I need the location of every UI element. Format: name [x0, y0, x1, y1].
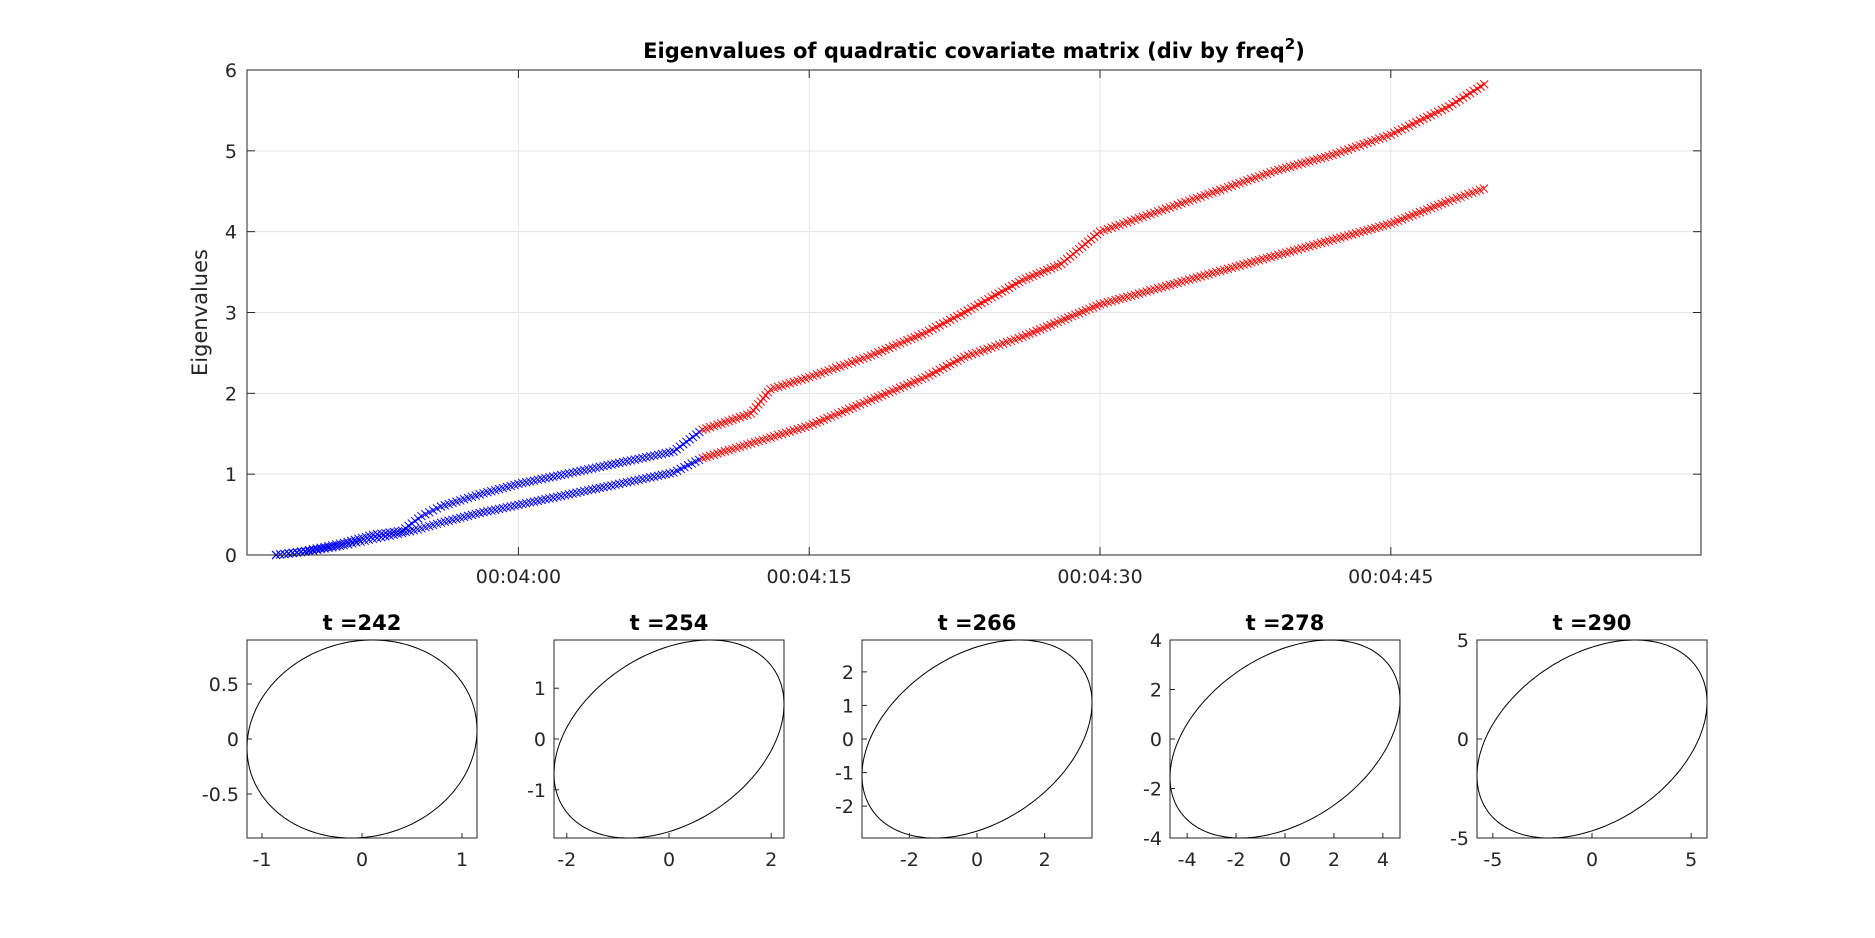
x-tick-label: 1 — [456, 849, 468, 871]
y-tick-label: -2 — [835, 796, 854, 818]
subplot-title: t =242 — [323, 611, 402, 635]
y-tick-label: -1 — [527, 780, 546, 802]
y-tick-label: 0 — [227, 729, 239, 751]
data-point — [327, 542, 337, 552]
y-tick-label: 5 — [225, 141, 237, 163]
data-point — [284, 549, 293, 558]
series-4 — [698, 184, 1489, 463]
chart-title-text: Eigenvalues of quadratic covariate matri… — [643, 39, 1285, 63]
data-point — [335, 541, 345, 551]
x-tick-label: 0 — [1586, 849, 1598, 871]
data-point — [308, 546, 318, 555]
y-tick-label: 1 — [534, 678, 546, 700]
y-tick-label: 0 — [1150, 729, 1162, 751]
y-tick-label: -1 — [835, 763, 854, 785]
ellipse-curve — [1169, 639, 1401, 839]
x-tick-label: -5 — [1483, 849, 1502, 871]
ellipse-curve — [1476, 639, 1708, 839]
data-point — [288, 548, 298, 558]
chart-title-superscript: 2 — [1285, 35, 1295, 53]
y-tick-label: 2 — [1150, 680, 1162, 702]
x-tick-label: 4 — [1377, 849, 1389, 871]
x-tick-label: 00:04:30 — [1057, 566, 1142, 588]
subplot-1: -1 0 1 -0.5 0 0.5 t =242 — [202, 611, 478, 871]
ellipse-curve — [861, 639, 1093, 839]
data-point — [331, 542, 341, 551]
data-point — [320, 544, 329, 553]
x-tick-label: -4 — [1178, 849, 1197, 871]
ellipse-curve — [246, 639, 478, 839]
data-point — [300, 547, 310, 557]
x-tick-label: 2 — [765, 849, 777, 871]
x-tick-label: 00:04:45 — [1348, 566, 1433, 588]
data-point — [280, 549, 289, 559]
data-point — [1479, 184, 1489, 193]
y-tick-label: 5 — [1457, 630, 1469, 652]
x-tick-label: 00:04:15 — [767, 566, 852, 588]
main-eigenvalue-chart: 00:04:00 00:04:15 00:04:30 00:04:45 0 1 2 3 4 5 6 E… — [188, 35, 1702, 588]
chart-title-end: ) — [1295, 39, 1305, 63]
y-axis-label: Eigenvalues — [188, 249, 212, 376]
y-tick-label: 4 — [1150, 630, 1162, 652]
data-point — [304, 546, 314, 556]
x-tick-label: 00:04:00 — [476, 566, 561, 588]
x-tick-label: 2 — [1039, 849, 1051, 871]
ellipse-curve — [553, 639, 785, 839]
x-tick-label: -2 — [1227, 849, 1246, 871]
x-tick-label: -2 — [557, 849, 576, 871]
y-tick-label: 2 — [842, 662, 854, 684]
subplot-title: t =254 — [630, 611, 709, 635]
y-tick-label: -0.5 — [202, 784, 239, 806]
x-tick-label: 0 — [971, 849, 983, 871]
y-tick-label: 1 — [225, 464, 237, 486]
data-point — [316, 544, 326, 554]
y-tick-label: 6 — [225, 60, 237, 82]
subplot-title: t =278 — [1246, 611, 1325, 635]
y-tick-label: -2 — [1143, 779, 1162, 801]
y-tick-label: 2 — [225, 383, 237, 405]
y-tick-label: 0 — [534, 729, 546, 751]
y-tick-label: 0.5 — [209, 674, 239, 696]
subplot-title: t =290 — [1553, 611, 1632, 635]
subplot-axes-box — [553, 639, 785, 839]
subplot-title: t =266 — [938, 611, 1017, 635]
series-2 — [271, 455, 704, 560]
y-tick-label: 0 — [225, 545, 237, 567]
x-tick-label: 0 — [1279, 849, 1291, 871]
x-tick-label: 5 — [1685, 849, 1697, 871]
x-tick-label: -2 — [900, 849, 919, 871]
chart-title: Eigenvalues of quadratic covariate matri… — [643, 35, 1305, 63]
subplot-axes-box — [246, 639, 478, 839]
y-tick-label: 4 — [225, 222, 237, 244]
subplot-2: -2 0 2 -1 0 1 t =254 — [527, 611, 785, 871]
subplot-axes-box — [1476, 639, 1708, 839]
y-tick-label: 3 — [225, 303, 237, 325]
ellipse-subplots: -1 0 1 -0.5 0 0.5 t =242 -2 0 2 -1 0 1 t =254 -2 0 2 -2 -1… — [202, 611, 1708, 871]
x-tick-label: -1 — [253, 849, 272, 871]
x-tick-label: 0 — [356, 849, 368, 871]
subplot-3: -2 0 2 -2 -1 0 1 2 t =266 — [835, 611, 1093, 871]
subplot-axes-box — [861, 639, 1093, 839]
y-tick-label: 1 — [842, 695, 854, 717]
x-tick-label: 2 — [1328, 849, 1340, 871]
data-point — [1479, 79, 1489, 89]
data-point — [312, 545, 322, 555]
subplot-axes-box — [1169, 639, 1401, 839]
subplot-4: -4 -2 0 2 4 -4 -2 0 2 4 t =278 — [1143, 611, 1401, 871]
series-3 — [698, 79, 1489, 435]
x-tick-label: 0 — [663, 849, 675, 871]
y-tick-label: -5 — [1450, 828, 1469, 850]
subplot-5: -5 0 5 -5 0 5 t =290 — [1450, 611, 1708, 871]
y-tick-label: -4 — [1143, 828, 1162, 850]
y-tick-label: 0 — [1457, 729, 1469, 751]
data-point — [324, 543, 333, 553]
y-tick-label: 0 — [842, 729, 854, 751]
